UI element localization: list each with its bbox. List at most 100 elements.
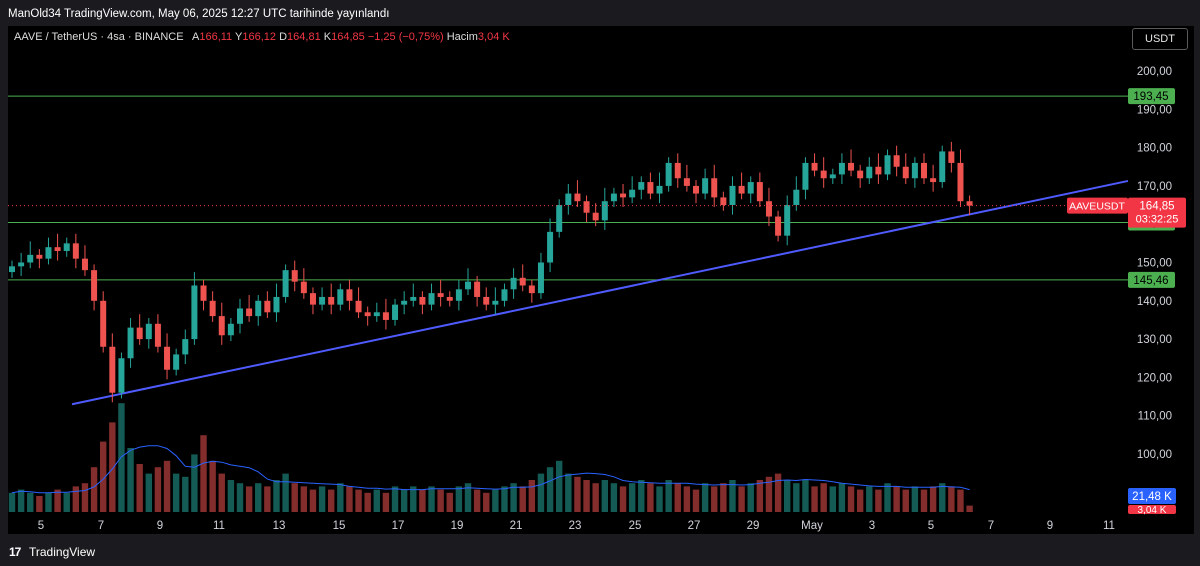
candle-body (182, 339, 189, 355)
x-tick-label: 15 (333, 520, 346, 532)
volume-bar (638, 480, 645, 512)
volume-bar (537, 473, 545, 512)
volume-bar (255, 483, 262, 512)
volume-bar (838, 483, 846, 512)
x-tick-label: 21 (510, 520, 523, 532)
y-tick-label: 170,00 (1137, 181, 1172, 193)
volume-bar (711, 486, 718, 512)
volume-bar (45, 492, 52, 512)
volume-bar (318, 486, 326, 512)
volume-bar (17, 489, 25, 512)
volume-bar (127, 448, 134, 512)
volume-bar (902, 489, 909, 512)
volume-bar (355, 489, 362, 512)
volume-bar (200, 435, 207, 512)
x-tick-label: 5 (38, 520, 44, 532)
volume-bar (364, 492, 371, 512)
candle-body (638, 182, 645, 190)
x-tick-label: 11 (1103, 520, 1115, 532)
currency-button[interactable]: USDT (1132, 28, 1188, 50)
volume-bar (27, 492, 34, 512)
candle-body (665, 162, 672, 186)
candle-body (264, 300, 271, 313)
last-price-badge (1128, 197, 1186, 228)
candle-body (893, 155, 900, 167)
x-tick-label: 19 (451, 520, 464, 532)
volume-bar (939, 483, 946, 512)
volume-bar (966, 505, 973, 512)
volume-bar (72, 486, 80, 512)
volume-bar (419, 489, 426, 512)
candle-body (702, 178, 709, 194)
volume-bar (847, 486, 855, 512)
candle-body (410, 296, 417, 301)
candle-body (27, 254, 34, 263)
volume-bar (656, 486, 663, 512)
publish-header: ManOld34 TradingView.com, May 06, 2025 1… (0, 0, 1200, 26)
volume-bar (683, 486, 691, 512)
volume-bar (273, 480, 280, 512)
candle-body (319, 296, 326, 305)
tradingview-logo-icon[interactable]: 17 (9, 545, 21, 559)
candle-body (510, 277, 517, 290)
volume-last-label: 3,04 K (1138, 505, 1167, 516)
volume-bar (118, 403, 125, 512)
candle-body (829, 174, 836, 179)
candle-body (738, 185, 745, 194)
candle-body (36, 254, 43, 259)
volume-bar (382, 492, 390, 512)
candle-body (747, 182, 754, 194)
candle-body (237, 308, 243, 324)
volume-bar (628, 483, 636, 512)
candle-body (200, 285, 207, 301)
candle-body (939, 151, 946, 183)
y-tick-label: 200,00 (1137, 66, 1172, 78)
brand-name[interactable]: TradingView (29, 545, 96, 559)
volume-bar (446, 492, 453, 512)
candle-body (191, 285, 198, 340)
volume-bar (373, 489, 380, 512)
candle-body (537, 262, 544, 294)
volume-bar (920, 489, 928, 512)
volume-bar (720, 483, 727, 512)
candle-body (373, 312, 380, 317)
volume-bar (948, 486, 955, 512)
x-tick-label: 5 (928, 520, 934, 532)
candle-body (428, 293, 435, 305)
volume-bar (63, 492, 70, 512)
symbol-name: AAVE / TetherUS · 4sa · BINANCE (14, 31, 184, 43)
x-tick-label: 11 (213, 520, 225, 532)
volume-bar (701, 483, 709, 512)
candle-body (300, 281, 307, 294)
volume-bar (36, 496, 43, 512)
volume-ma-line (11, 445, 970, 494)
x-tick-label: 23 (569, 520, 582, 532)
candle-body (610, 193, 617, 202)
candle-body (501, 289, 508, 301)
volume-value: 3,04 K (477, 31, 510, 43)
volume-bar (729, 480, 736, 512)
volume-bar (519, 486, 526, 512)
volume-bar (546, 467, 554, 512)
volume-bar (756, 480, 764, 512)
countdown-label: 03:32:25 (1136, 214, 1179, 226)
candle-body (63, 243, 70, 252)
volume-bar (738, 486, 745, 512)
candle-body (145, 323, 152, 340)
candle-body (556, 205, 563, 232)
volume-bar (829, 486, 836, 512)
volume-bar (227, 480, 235, 512)
candle-body (866, 166, 873, 179)
volume-bar (556, 460, 563, 512)
volume-bar (337, 483, 344, 512)
candle-body (656, 185, 663, 194)
volume-bar (172, 473, 180, 512)
volume-ma-label: 21,48 K (1132, 491, 1172, 503)
volume-bar (483, 492, 490, 512)
candle-body (136, 327, 143, 340)
volume-bar (400, 489, 408, 512)
volume-bar (282, 473, 289, 512)
volume-bar (802, 480, 809, 512)
volume-bar (309, 489, 317, 512)
